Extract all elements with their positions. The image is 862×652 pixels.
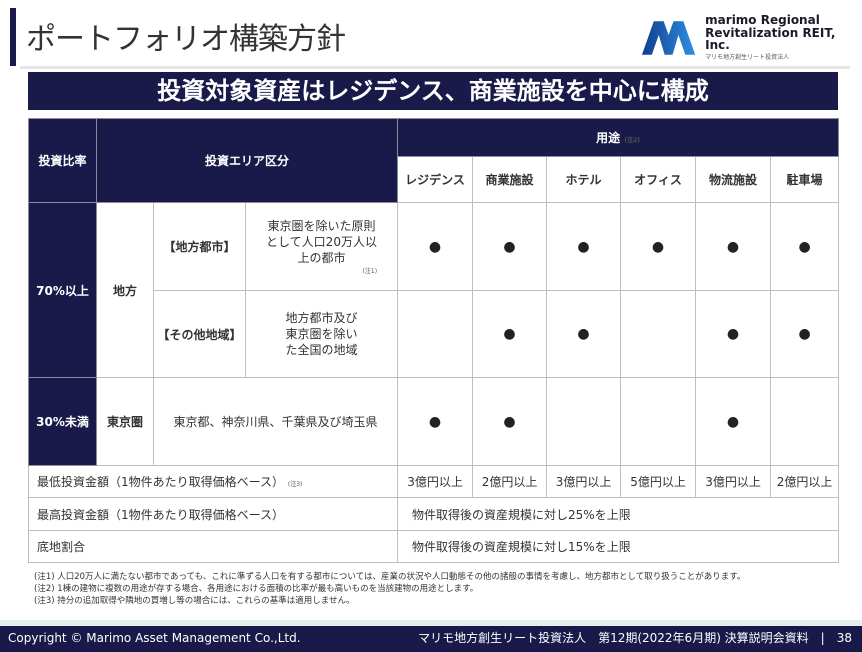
use-mark-cell: ● [546,202,622,291]
use-header: ホテル [546,156,622,203]
region-tokyo: 東京圏 [96,377,154,466]
footnote: (注3) 持分の追加取得や隣地の買増し等の場合には、これらの基準は適用しません。 [34,596,355,606]
land-ratio-value: 物件取得後の資産規模に対し15%を上限 [397,530,840,563]
logo-mark-icon [641,20,696,55]
desc-regional-city: 東京圏を除いた原則として人口20万人以上の都市 (注1) [244,202,399,291]
min-investment-value: 2億円以上 [770,465,840,498]
header-ratio: 投資比率 [28,118,97,203]
footnotes: (注1) 人口20万人に満たない都市であっても、これに準ずる人口を有する都市につ… [34,571,745,607]
page-title: ポートフォリオ構築方針 [26,22,346,57]
portfolio-policy-table: 投資比率 投資エリア区分 用途 (注2) レジデンス 商業施設 ホテル オフィス 物流施… [27,118,840,563]
min-investment-value: 3億円以上 [546,465,622,498]
max-investment-label: 最高投資金額（1物件あたり取得価格ベース） [27,497,399,531]
desc-other-region: 地方都市及び東京圏を除いた全国の地域 [244,290,399,378]
min-investment-value: 3億円以上 [397,465,474,498]
use-header: オフィス [620,156,697,203]
use-mark-cell [620,290,697,378]
logo-text: marimo Regional [705,13,820,27]
footer-band [0,620,862,626]
use-mark-cell: ● [695,202,772,291]
use-mark-cell: ● [546,290,622,378]
use-header: 商業施設 [472,156,548,203]
use-mark-cell: ● [397,377,474,466]
copyright: Copyright © Marimo Asset Management Co.,… [8,631,301,645]
header-area: 投資エリア区分 [95,118,399,203]
ratio-30: 30%未満 [28,377,97,466]
title-divider [20,66,850,69]
logo-subtext: マリモ地方創生リート投資法人 [705,53,790,61]
company-logo: marimo Regional Revitalization REIT, Inc… [640,14,862,61]
use-mark-cell: ● [695,377,772,466]
use-mark-cell [620,377,697,466]
region-regional: 地方 [96,202,154,378]
use-mark-cell: ● [695,290,772,378]
use-mark-cell: ● [472,377,548,466]
land-ratio-label: 底地割合 [27,530,399,563]
use-mark-cell: ● [770,202,840,291]
use-header: 駐車場 [770,156,840,203]
sub-other-region: 【その他地域】 [153,290,246,378]
logo-text: Revitalization REIT, Inc. [705,25,836,53]
document-info: マリモ地方創生リート投資法人 第12期(2022年6月期) 決算説明会資料 | … [418,631,852,645]
use-header: 物流施設 [695,156,772,203]
ratio-70: 70%以上 [28,202,97,378]
use-mark-cell: ● [472,202,548,291]
desc-tokyo: 東京都、神奈川県、千葉県及び埼玉県 [152,377,399,466]
sub-regional-city: 【地方都市】 [153,202,246,291]
footer: Copyright © Marimo Asset Management Co.,… [0,626,862,652]
use-mark-cell [770,377,840,466]
use-header: レジデンス [397,156,474,203]
headline-banner: 投資対象資産はレジデンス、商業施設を中心に構成 [28,72,838,110]
header-use: 用途 (注2) [397,118,840,157]
min-investment-value: 3億円以上 [695,465,772,498]
max-investment-value: 物件取得後の資産規模に対し25%を上限 [397,497,840,531]
use-mark-cell: ● [620,202,697,291]
title-accent-bar [10,8,16,66]
min-investment-value: 2億円以上 [472,465,548,498]
min-investment-label: 最低投資金額（1物件あたり取得価格ベース） (注3) [27,465,399,498]
use-mark-cell: ● [770,290,840,378]
use-mark-cell [546,377,622,466]
footnote: (注1) 人口20万人に満たない都市であっても、これに準ずる人口を有する都市につ… [34,572,746,582]
footnote: (注2) 1棟の建物に複数の用途が存する場合、各用途における面積の比率が最も高い… [34,584,479,594]
min-investment-value: 5億円以上 [620,465,697,498]
use-mark-cell: ● [472,290,548,378]
use-mark-cell: ● [397,202,474,291]
use-mark-cell [397,290,474,378]
